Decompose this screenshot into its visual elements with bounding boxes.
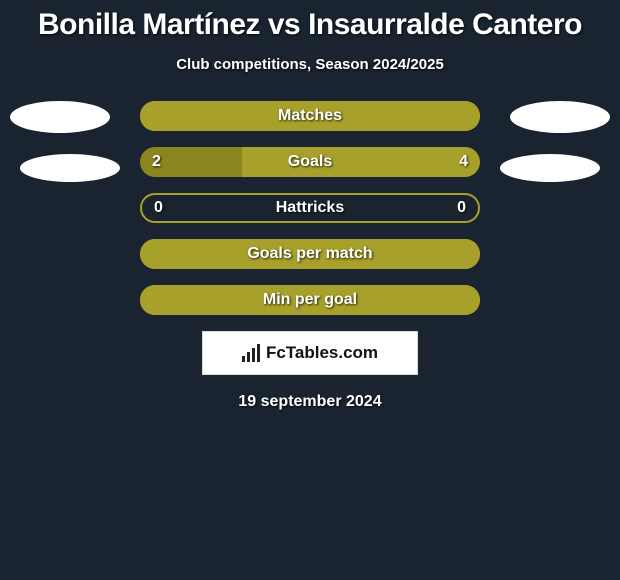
bar-chart-icon xyxy=(242,344,260,362)
brand-text: FcTables.com xyxy=(266,343,378,363)
stats-area: Matches Goals2 4 Hattricks0 0 Goals per match… xyxy=(0,101,620,315)
comparison-card: Bonilla Martínez vs Insaurralde Cantero … xyxy=(0,0,620,580)
player-left-avatar-bottom xyxy=(20,154,120,182)
page-title: Bonilla Martínez vs Insaurralde Cantero xyxy=(0,8,620,42)
stat-label: Matches xyxy=(140,101,480,131)
page-subtitle: Club competitions, Season 2024/2025 xyxy=(0,56,620,73)
stat-bar-hattricks: Hattricks0 0 xyxy=(140,193,480,223)
stat-value-right: 4 xyxy=(447,147,480,177)
stat-bars: Matches Goals2 4 Hattricks0 0 Goals per match… xyxy=(140,101,480,315)
stat-label: Goals per match xyxy=(140,239,480,269)
brand-badge[interactable]: FcTables.com xyxy=(202,331,418,375)
stat-value-left: 2 xyxy=(140,147,173,177)
player-left-avatar-top xyxy=(10,101,110,133)
stat-label: Min per goal xyxy=(140,285,480,315)
stat-bar-min-per-goal: Min per goal xyxy=(140,285,480,315)
player-right-avatar-bottom xyxy=(500,154,600,182)
player-right-avatar-top xyxy=(510,101,610,133)
stat-bar-goals: Goals2 4 xyxy=(140,147,480,177)
stat-label: Goals xyxy=(140,147,480,177)
stat-value-left: 0 xyxy=(142,195,175,221)
date-stamp: 19 september 2024 xyxy=(0,393,620,411)
stat-bar-goals-per-match: Goals per match xyxy=(140,239,480,269)
stat-label: Hattricks xyxy=(142,195,478,221)
stat-value-right: 0 xyxy=(445,195,478,221)
stat-bar-matches: Matches xyxy=(140,101,480,131)
